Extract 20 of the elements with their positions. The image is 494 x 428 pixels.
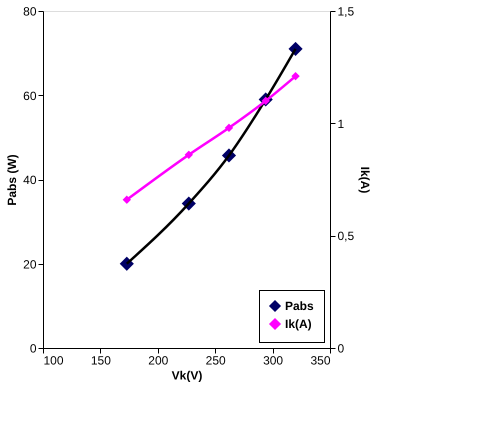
- x-tick-label: 200: [148, 354, 169, 368]
- y2-tick-label: 0,5: [338, 229, 355, 244]
- legend-label: Ik(A): [285, 317, 312, 331]
- y-tick-label: 40: [23, 173, 37, 187]
- y2-tick-label: 0: [338, 342, 344, 356]
- y-tick-label: 0: [30, 342, 37, 356]
- y2-tick-label: 1: [338, 116, 344, 131]
- y-axis-title: Pabs (W): [5, 154, 20, 206]
- x-tick-label: 150: [90, 354, 112, 368]
- x-tick-label: 300: [263, 354, 284, 368]
- y2-axis-title: Ik(A): [358, 166, 372, 194]
- x-tick-label: 350: [310, 354, 331, 368]
- y2-tick-label: 1,5: [338, 4, 355, 18]
- x-axis-title: Vk(V): [172, 368, 202, 382]
- x-tick-label: 100: [44, 354, 64, 368]
- legend-label: Pabs: [285, 299, 314, 313]
- y-tick-label: 60: [23, 88, 37, 103]
- y-tick-label: 80: [23, 4, 37, 18]
- y-tick-label: 20: [23, 257, 37, 272]
- x-tick-label: 250: [206, 354, 226, 368]
